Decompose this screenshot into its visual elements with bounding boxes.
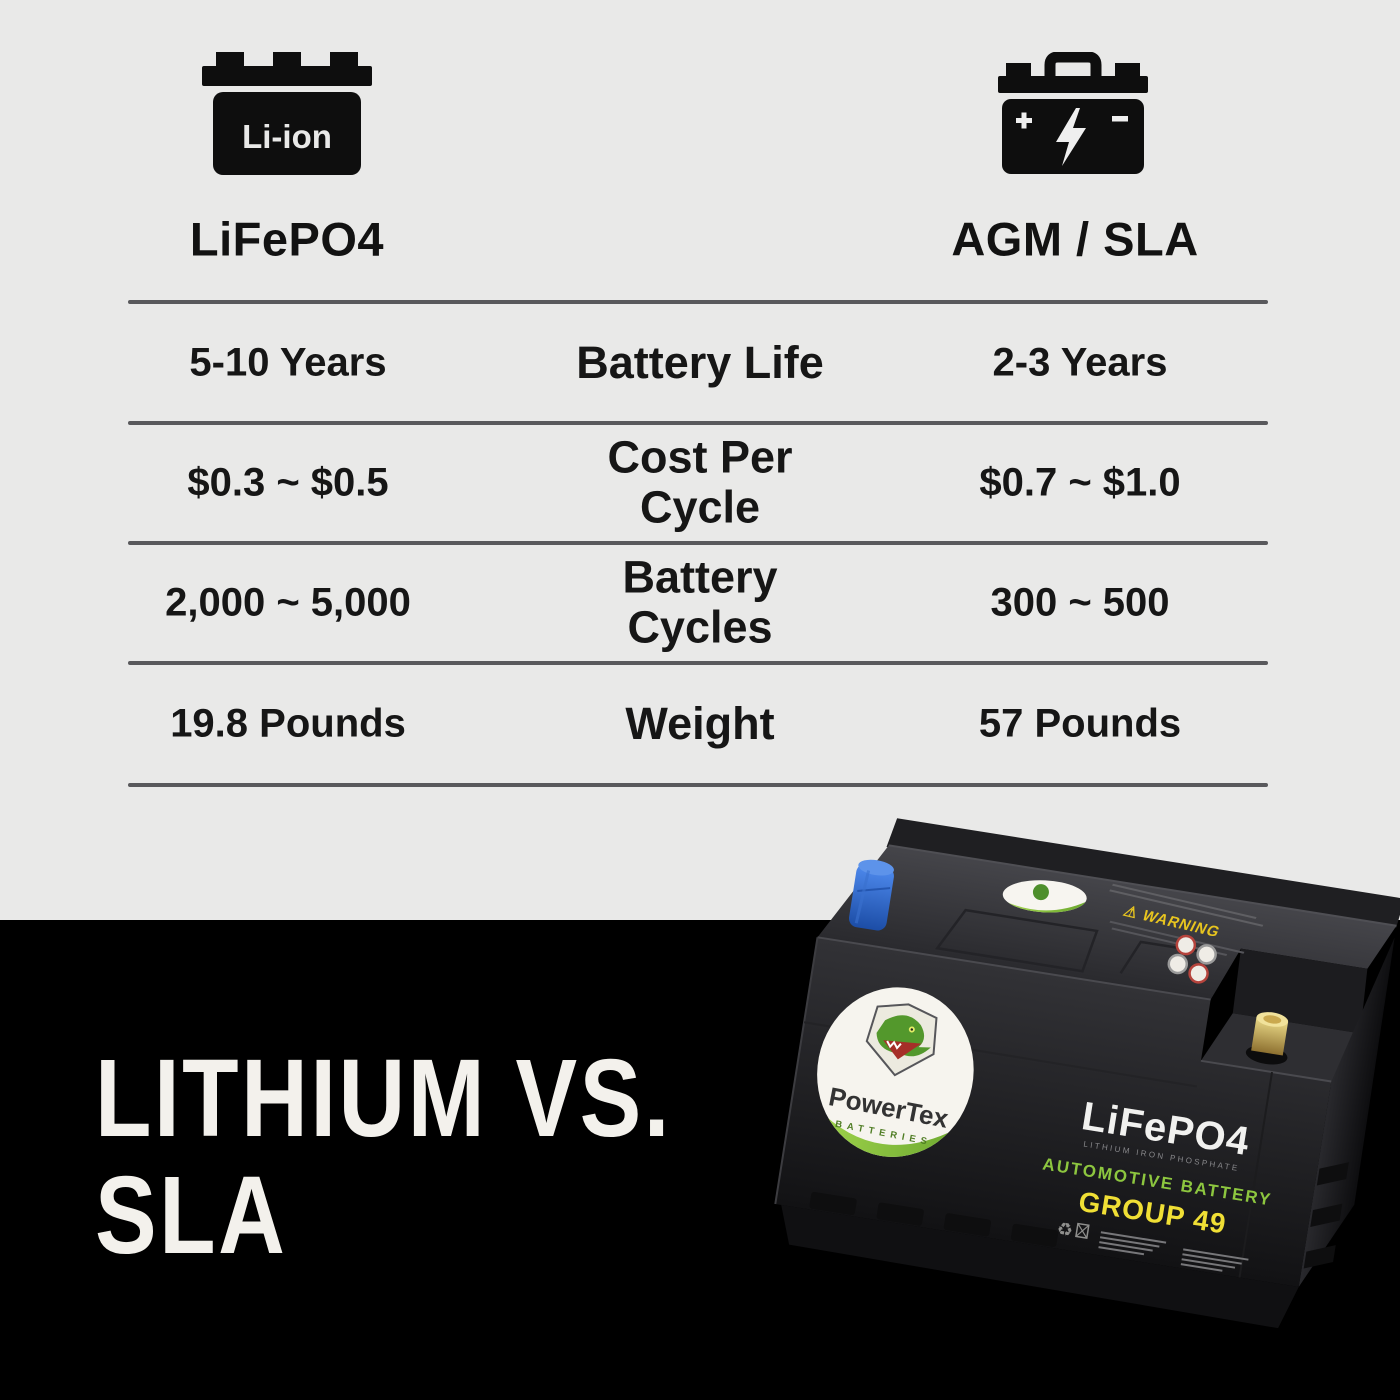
battery-terminal-prong	[216, 52, 244, 68]
terminal-cap-blue	[848, 859, 894, 931]
case-ribs	[809, 1162, 1349, 1269]
column-label-agm: AGM / SLA	[951, 212, 1199, 266]
page-title-line1: LITHIUM VS.	[95, 1037, 672, 1160]
battery-rear-ledge	[886, 818, 1400, 928]
dino-icon-small	[1032, 884, 1049, 901]
safety-pictograms	[1167, 934, 1217, 984]
table-divider	[128, 541, 1268, 545]
page-title-line2: SLA	[95, 1154, 288, 1277]
battery-terminal-prong	[273, 52, 301, 68]
battery-top-face	[817, 845, 1397, 1000]
battery-body	[213, 92, 361, 175]
battery-top-bar	[202, 66, 372, 86]
battery-handle	[1044, 52, 1102, 76]
plus-sign	[1021, 112, 1027, 129]
fine-print-lines	[1098, 1231, 1249, 1272]
minus-sign	[1112, 116, 1128, 122]
metric-label: Weight	[625, 697, 775, 749]
battery-top-bar	[998, 76, 1148, 93]
battery-terminal-prong	[1006, 63, 1031, 76]
value-agm: 57 Pounds	[978, 701, 1182, 746]
column-label-lithium: LiFePO4	[189, 212, 385, 266]
value-agm: $0.7 ~ $1.0	[979, 460, 1181, 505]
product-battery-render: ⚠ WARNING	[774, 818, 1400, 1329]
battery-terminal-prong	[330, 52, 358, 68]
no-sparks-icon	[1188, 963, 1209, 984]
table-divider	[128, 661, 1268, 665]
value-lithium: 5-10 Years	[189, 340, 387, 385]
read-manual-icon	[1167, 953, 1189, 975]
front-seam-line	[1238, 1071, 1274, 1278]
value-lithium: 2,000 ~ 5,000	[165, 580, 411, 625]
case-rim-line	[888, 844, 1397, 927]
value-lithium: $0.3 ~ $0.5	[187, 460, 389, 505]
table-divider	[128, 300, 1268, 304]
value-agm: 300 ~ 500	[990, 580, 1170, 625]
table-row: $0.3 ~ $0.5 Cost Per Cycle $0.7 ~ $1.0	[0, 425, 1400, 541]
page-title: LITHIUM VS. SLA	[95, 1040, 672, 1274]
metric-label: Cost Per Cycle	[607, 431, 793, 533]
table-row: 5-10 Years Battery Life 2-3 Years	[0, 304, 1400, 421]
metric-label: Battery Life	[576, 336, 824, 388]
disposal-icon	[1075, 1222, 1090, 1239]
metric-label: Battery Cycles	[622, 551, 778, 653]
table-divider	[128, 783, 1268, 787]
recycle-icon: ♻	[1055, 1218, 1074, 1240]
goggles-icon	[1196, 944, 1217, 965]
agm-battery-icon	[998, 52, 1148, 174]
no-fire-icon	[1175, 934, 1197, 956]
lightning-bolt-icon	[1056, 108, 1086, 166]
terminal-post-brass	[1245, 1012, 1289, 1065]
value-agm: 2-3 Years	[992, 340, 1168, 385]
battery-base	[781, 1204, 1299, 1329]
li-ion-icon-text: Li-ion	[242, 118, 332, 155]
table-row: 2,000 ~ 5,000 Battery Cycles 300 ~ 500	[0, 545, 1400, 661]
powertex-dino-logo	[865, 1003, 938, 1077]
case-edge-line	[774, 937, 819, 1205]
table-row: 19.8 Pounds Weight 57 Pounds	[0, 665, 1400, 783]
li-ion-battery-icon: Li-ion	[202, 52, 372, 175]
table-divider	[128, 421, 1268, 425]
battery-terminal-prong	[1115, 63, 1140, 76]
case-bevel-line	[817, 936, 1332, 1083]
value-lithium: 19.8 Pounds	[170, 701, 406, 746]
battery-right-face	[1298, 937, 1395, 1287]
